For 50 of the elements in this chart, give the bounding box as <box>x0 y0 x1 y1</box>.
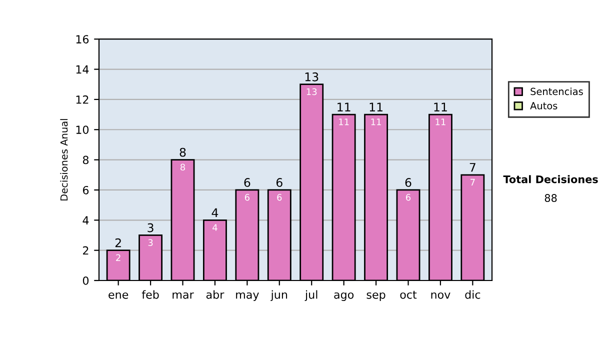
data-label: 6 <box>406 194 411 201</box>
x-tick-label: may <box>236 292 259 301</box>
x-tick-label: feb <box>142 290 159 299</box>
total-label: 8 <box>180 148 186 157</box>
y-tick-label: 12 <box>76 95 88 104</box>
data-label: 6 <box>277 194 282 201</box>
x-tick-label: dic <box>465 290 480 299</box>
data-label: 2 <box>116 254 120 261</box>
data-label: 11 <box>371 118 381 126</box>
data-label: 11 <box>436 118 446 126</box>
y-tick-label: 16 <box>76 35 89 44</box>
total-label: 11 <box>370 102 382 112</box>
y-tick-label: 0 <box>82 276 89 285</box>
x-tick-label: abr <box>206 290 224 299</box>
y-axis-title: Decisiones Anual <box>60 119 68 200</box>
total-label: 3 <box>148 223 154 232</box>
total-label: 11 <box>434 102 447 112</box>
total-label: 7 <box>470 163 476 172</box>
x-tick-label: ago <box>334 292 354 301</box>
text: 88 <box>544 194 557 202</box>
x-tick-label: sep <box>366 292 386 301</box>
total-label: 4 <box>212 208 218 217</box>
x-tick-label: jul <box>304 290 318 301</box>
y-tick-label: 6 <box>82 186 89 194</box>
text: Total Decisiones <box>503 175 598 184</box>
y-tick-label: 8 <box>82 156 89 164</box>
data-label: 8 <box>180 164 186 171</box>
total-label: 2 <box>115 238 121 248</box>
y-tick-label: 14 <box>76 65 89 74</box>
data-label: 7 <box>470 178 475 186</box>
data-label: 6 <box>244 194 250 201</box>
data-label: 11 <box>339 118 349 126</box>
legend-label: Sentencias <box>530 88 583 96</box>
data-label: 3 <box>148 239 153 246</box>
x-tick-label: jun <box>270 290 288 301</box>
x-tick-label: ene <box>108 292 128 299</box>
total-label: 13 <box>305 72 318 82</box>
total-label: 6 <box>244 178 250 187</box>
y-tick-label: 2 <box>83 246 88 255</box>
y-tick-label: 4 <box>82 216 89 224</box>
legend-label: Autos <box>530 102 558 110</box>
y-tick-label: 10 <box>76 126 89 134</box>
total-label: 11 <box>338 102 350 112</box>
total-label: 6 <box>405 178 412 187</box>
x-tick-label: oct <box>400 290 417 299</box>
x-tick-label: nov <box>431 292 450 299</box>
x-tick-label: mar <box>172 292 194 299</box>
total-label: 6 <box>276 178 282 187</box>
data-label: 13 <box>306 88 317 96</box>
data-label: 4 <box>212 224 218 231</box>
